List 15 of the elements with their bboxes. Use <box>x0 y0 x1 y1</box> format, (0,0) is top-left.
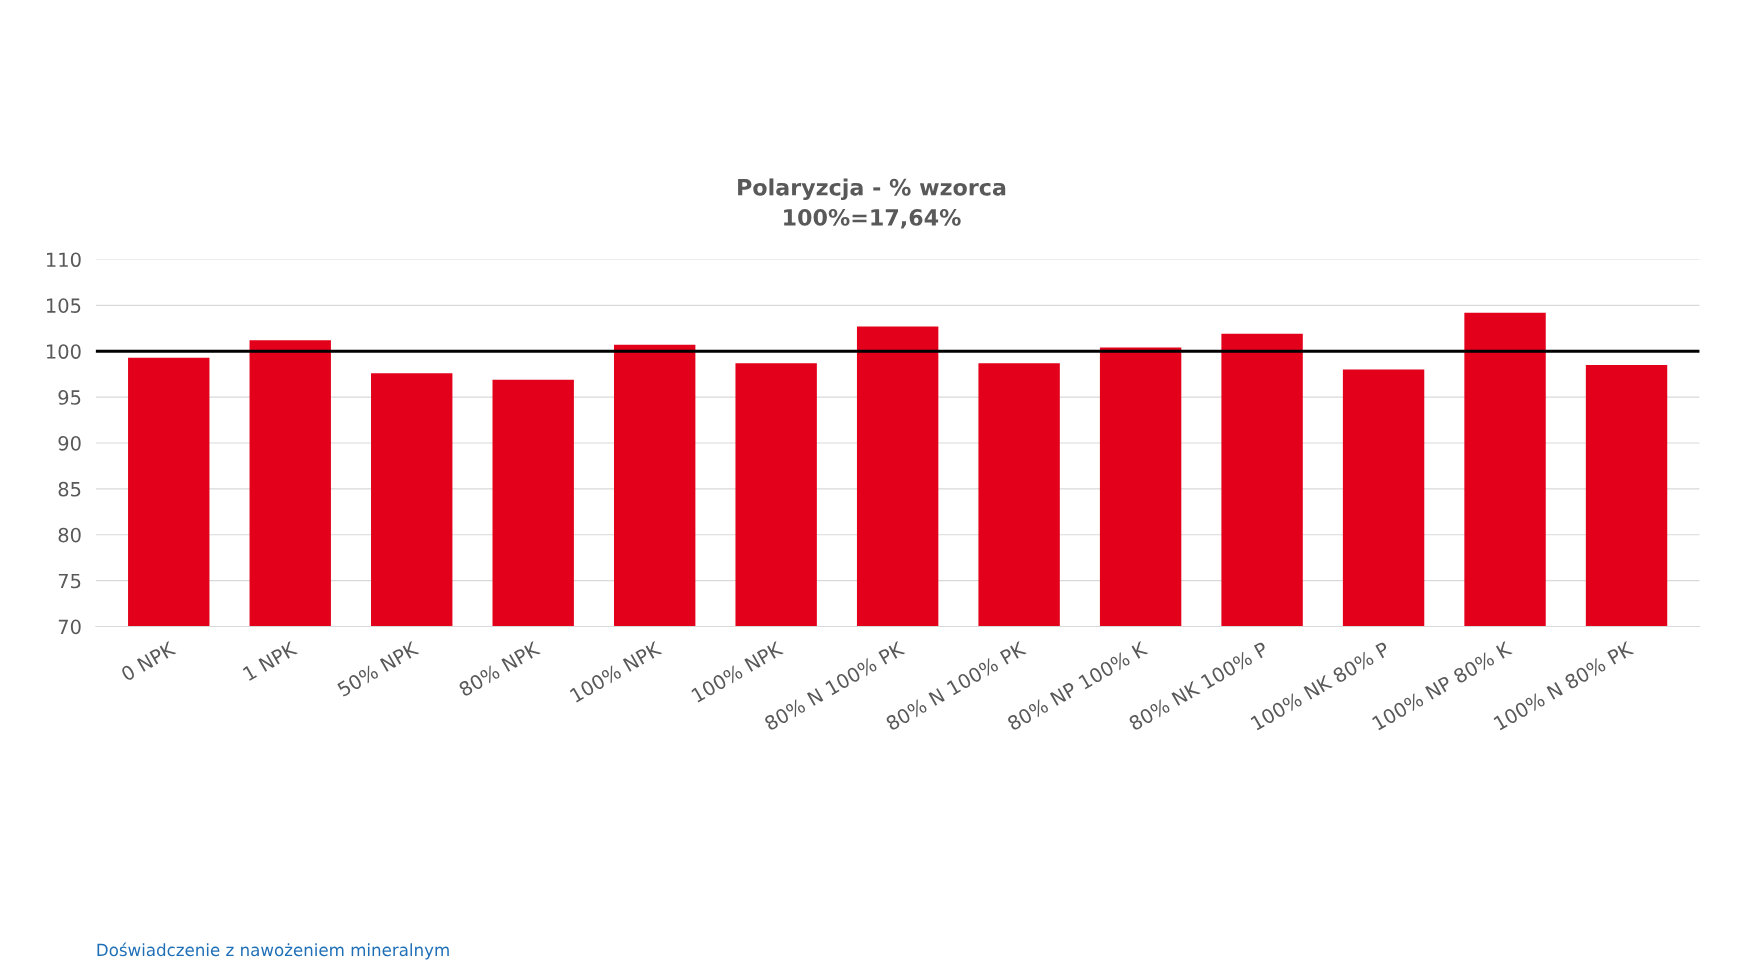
y-tick-label: 80 <box>58 527 81 543</box>
y-tick-label: 70 <box>58 619 81 635</box>
y-tick-label: 110 <box>47 252 81 268</box>
x-tick-label: 0 NPK <box>120 640 177 682</box>
y-tick-label: 100 <box>47 344 81 359</box>
y-tick-label: 95 <box>58 390 81 405</box>
y-tick-label: 75 <box>58 573 81 589</box>
y-tick-label: 85 <box>58 481 81 497</box>
x-tick-label: 50% NPK <box>336 640 420 697</box>
y-tick-label: 105 <box>47 298 81 313</box>
chart-title: Polaryzcja - % wzorca 100%=17,64% <box>738 178 1006 229</box>
x-tick-label: 1 NPK <box>242 640 298 681</box>
text: Doświadczenie z nawożeniem mineralnym <box>97 942 449 960</box>
x-tick-label: 80% NPK <box>457 640 542 698</box>
y-tick-label: 90 <box>58 435 81 451</box>
